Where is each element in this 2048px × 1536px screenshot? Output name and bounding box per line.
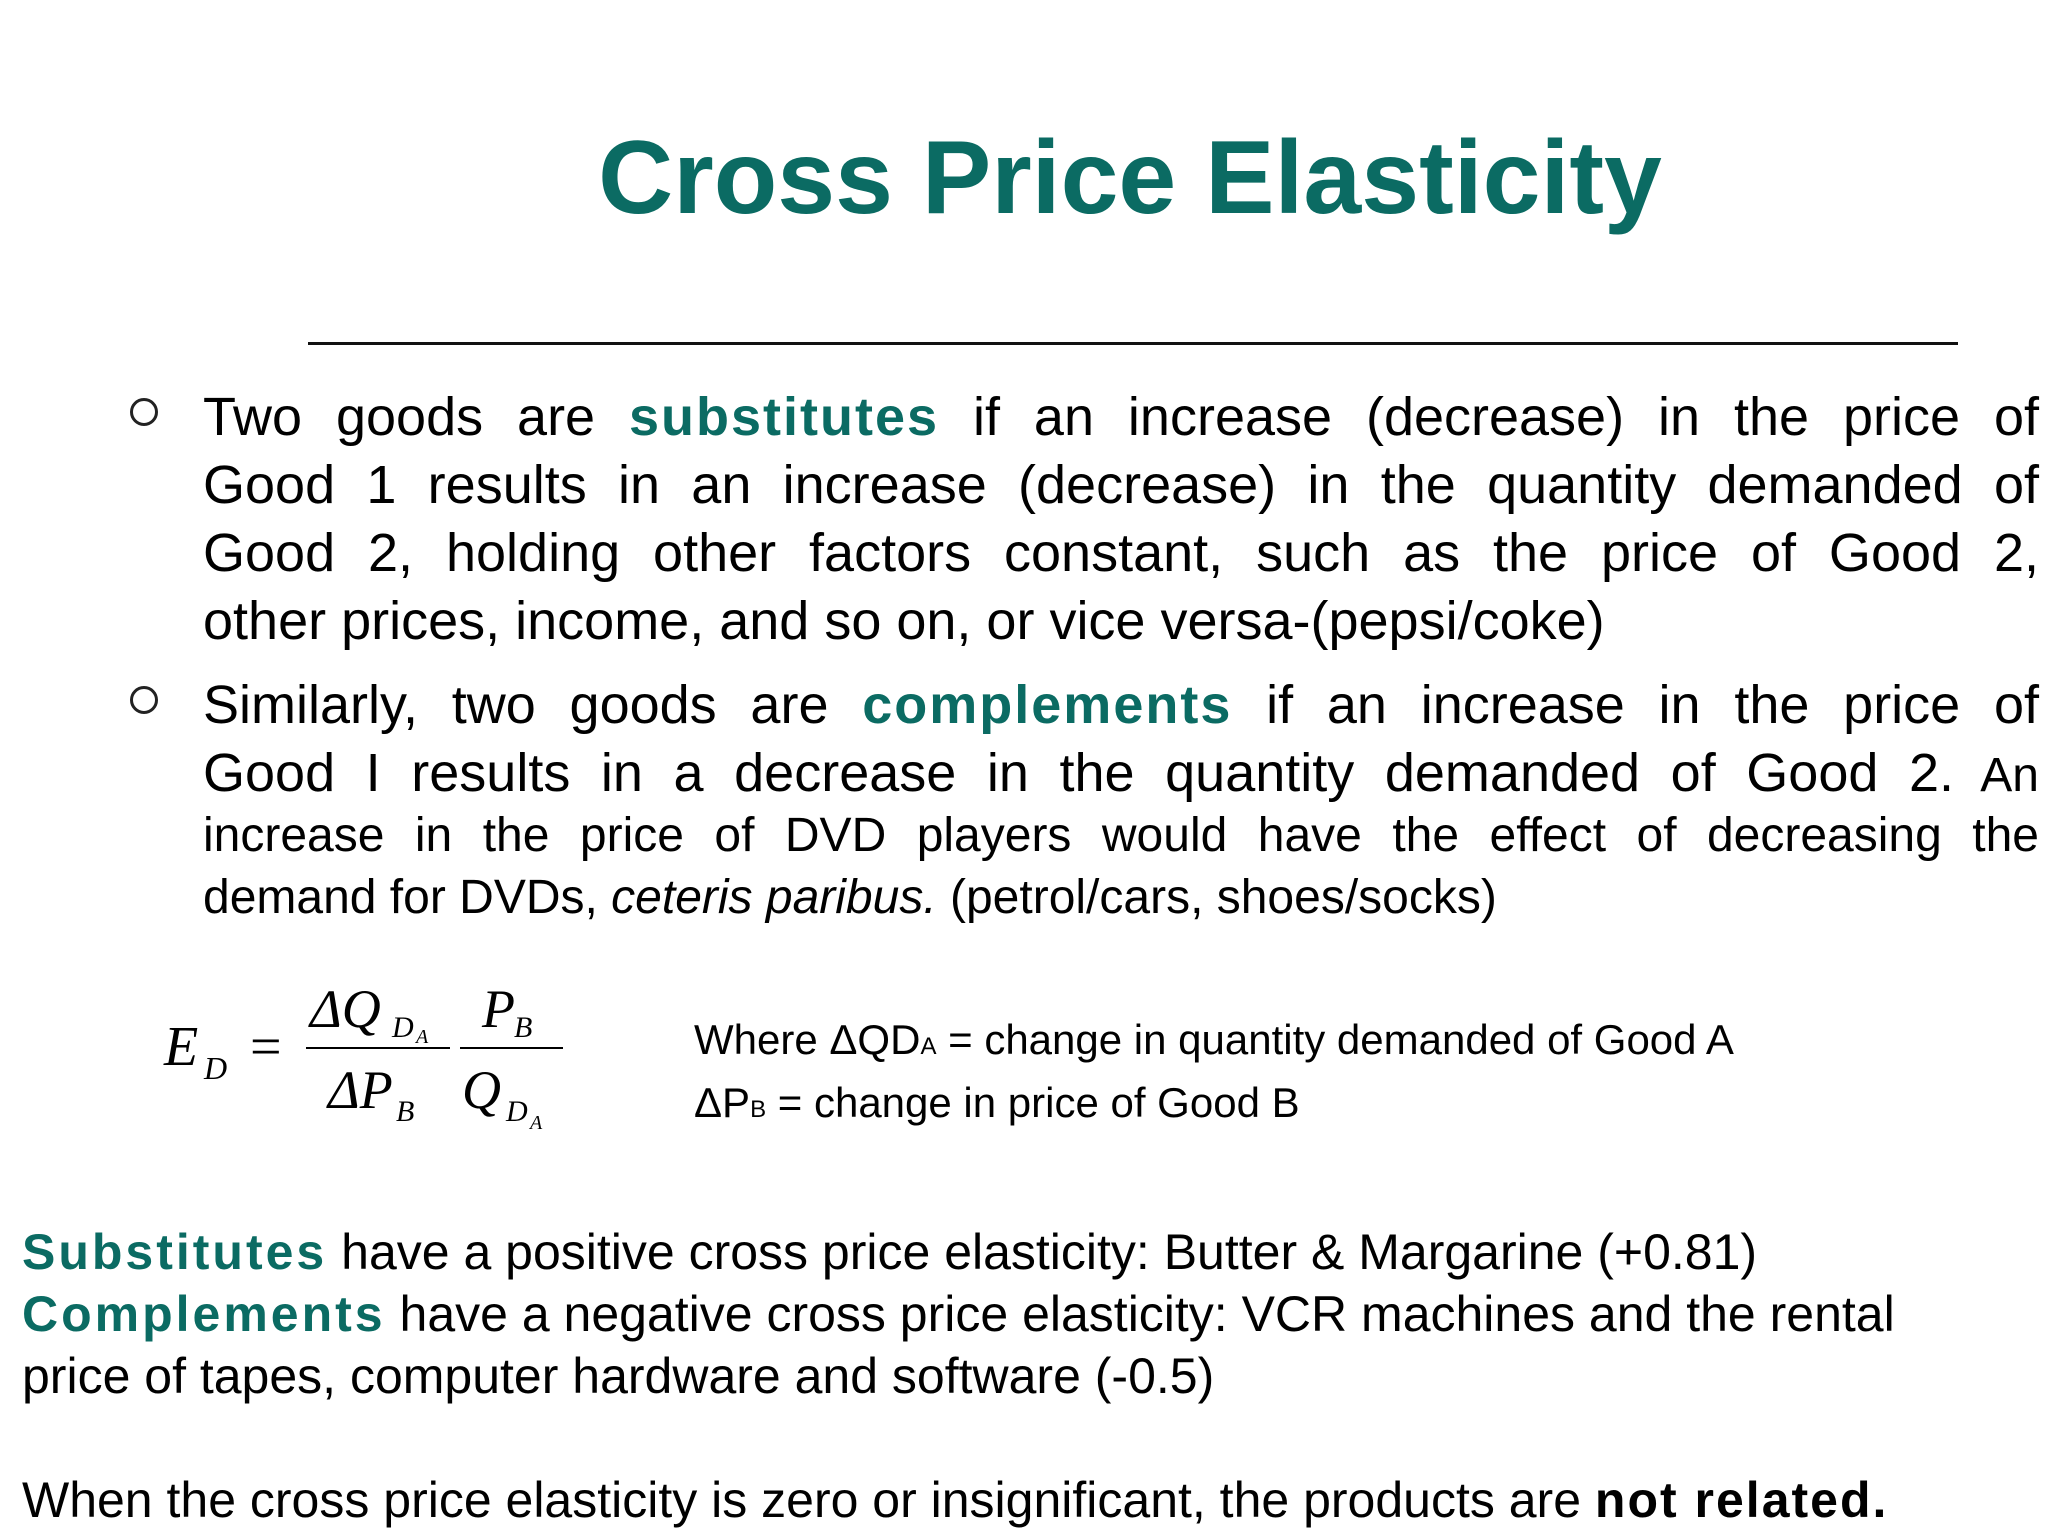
- formula-lhs: E: [163, 1016, 198, 1078]
- bullet-2-line-3: increase in the price of DVD players wou…: [203, 809, 2039, 862]
- bullet-ring-icon: [130, 398, 158, 426]
- formula-equals: =: [250, 1016, 282, 1078]
- bullet-2-line-4: demand for DVDs, ceteris paribus. (petro…: [203, 871, 1497, 924]
- term-substitutes: substitutes: [629, 387, 940, 447]
- bullet-1-line-3: Good 2, holding other factors constant, …: [203, 523, 2039, 583]
- bullet-2-line-2: Good I results in a decrease in the quan…: [203, 743, 2039, 803]
- bullet-1-line-2: Good 1 results in an increase (decrease)…: [203, 455, 2039, 515]
- bullet-ring-icon: [130, 686, 158, 714]
- definition-delta-p: ΔPB = change in price of Good B: [694, 1079, 1300, 1126]
- title-divider: [308, 342, 1958, 345]
- slide-title: Cross Price Elasticity: [598, 120, 1662, 236]
- formula-den1: ΔP: [326, 1060, 393, 1120]
- formula-den1-sub: B: [396, 1095, 414, 1128]
- summary-substitutes: Substitutes have a positive cross price …: [22, 1224, 1758, 1280]
- formula-num2: P: [481, 979, 515, 1039]
- summary-complements-cont: price of tapes, computer hardware and so…: [22, 1348, 1215, 1404]
- bullet-1-line-4: other prices, income, and so on, or vice…: [203, 591, 1605, 651]
- formula-num1: ΔQ: [308, 979, 381, 1039]
- formula-num1-subsub: A: [414, 1026, 429, 1048]
- summary-complements: Complements have a negative cross price …: [22, 1286, 1895, 1342]
- formula-num2-sub: B: [514, 1011, 532, 1044]
- formula-den2: Q: [462, 1060, 501, 1120]
- bullet-2-line-1: Similarly, two goods are complements if …: [203, 675, 2040, 735]
- formula-den2-sub: D: [505, 1095, 528, 1128]
- bullet-1-line-1: Two goods are substitutes if an increase…: [203, 387, 2039, 447]
- summary-not-related: When the cross price elasticity is zero …: [22, 1472, 1889, 1528]
- formula-definitions: Where ΔQDA = change in quantity demanded…: [694, 1012, 1734, 1138]
- formula-lhs-sub: D: [203, 1050, 227, 1086]
- formula-num1-sub: D: [391, 1011, 414, 1044]
- elasticity-formula: E D = ΔQ D A ΔP B P B Q D A: [160, 975, 580, 1155]
- formula-den2-subsub: A: [528, 1112, 543, 1134]
- term-complements: complements: [862, 675, 1233, 735]
- definition-delta-q: Where ΔQDA = change in quantity demanded…: [694, 1016, 1734, 1063]
